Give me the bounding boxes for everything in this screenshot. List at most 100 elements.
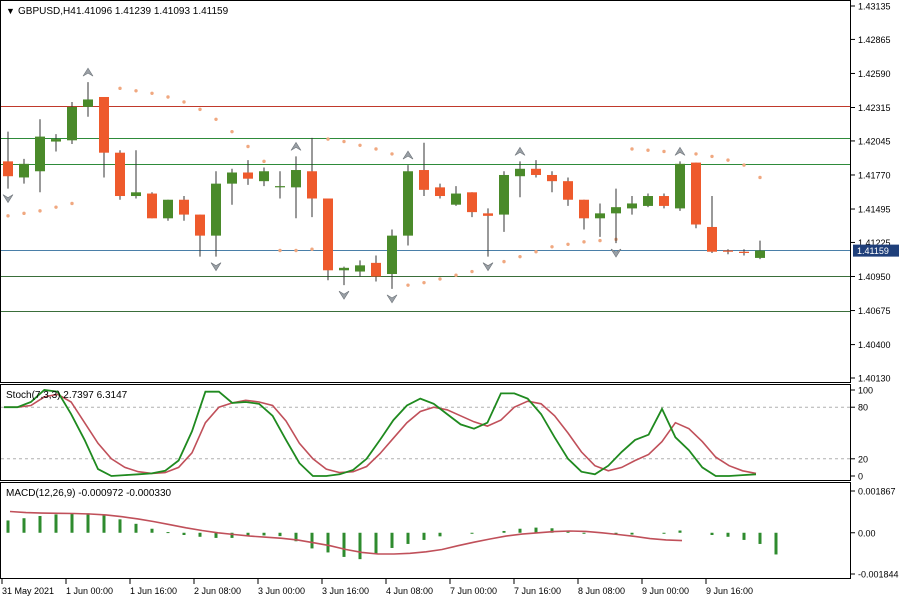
price-tick-label: 1.42590: [858, 69, 891, 79]
fractal-down-arrow: [482, 262, 494, 272]
price-panel[interactable]: [0, 0, 851, 383]
macd-panel[interactable]: [0, 482, 851, 579]
candle-body: [147, 193, 157, 219]
stoch-main-line: [4, 389, 757, 477]
candle: [531, 160, 541, 178]
candle-body: [387, 235, 397, 275]
candle-body: [227, 172, 237, 184]
macd-bar: [38, 515, 42, 533]
macd-histogram: [6, 510, 778, 560]
candle: [355, 260, 365, 277]
current-price-label: 1.41159: [857, 246, 889, 256]
candle: [547, 171, 557, 193]
macd-bar: [726, 532, 730, 537]
candle: [707, 196, 717, 253]
fractal-down-arrow: [610, 248, 622, 258]
candle-body: [355, 265, 365, 272]
sar-dot: [566, 242, 570, 247]
candle: [387, 229, 397, 289]
price-axis[interactable]: 1.43135 1.42865 1.42590 1.42315 1.42045 1.417…: [851, 2, 899, 384]
price-tick-label: 1.40400: [858, 340, 891, 350]
candle: [403, 165, 413, 246]
sar-dot: [294, 248, 298, 253]
candle: [275, 171, 285, 199]
price-tick-label: 1.40675: [858, 306, 891, 316]
chart-ohlc-values: 1.41096 1.41239 1.41093 1.41159: [76, 6, 229, 17]
fractal-up-arrow: [290, 141, 302, 151]
macd-bar: [166, 532, 170, 534]
macd-bar: [662, 532, 666, 534]
time-tick-label: 7 Jun 00:00: [450, 586, 497, 596]
stochastic-panel[interactable]: [0, 384, 851, 481]
sar-dot: [742, 163, 746, 167]
candle-body: [739, 251, 749, 253]
candle-body: [323, 198, 333, 271]
candle-body: [419, 170, 429, 190]
stochastic-axis: 100 80 20 0: [851, 386, 873, 482]
fractal-down-arrow: [386, 294, 398, 304]
stoch-tick-label: 20: [858, 454, 868, 464]
price-tick-label: 1.43135: [858, 2, 891, 12]
candle-body: [35, 136, 45, 172]
candle-body: [51, 139, 61, 142]
macd-bar: [438, 532, 442, 537]
macd-bar: [758, 532, 762, 544]
price-tick-label: 1.42315: [858, 103, 891, 113]
current-price-badge[interactable]: [853, 244, 899, 257]
candle: [19, 158, 29, 184]
macd-bar: [582, 532, 586, 534]
candle-body: [211, 183, 221, 236]
fractal-up-arrow: [674, 146, 686, 156]
sar-dot: [630, 147, 634, 151]
stochastic-title: Stoch(7,3,3) 2.7397 6.3147: [6, 390, 128, 401]
candle: [515, 161, 525, 198]
time-axis[interactable]: 31 May 2021 1 Jun 00:00 1 Jun 16:00 2 Jun 0…: [1, 579, 753, 596]
macd-bar: [6, 520, 10, 533]
sar-dot: [646, 148, 650, 152]
candle: [643, 193, 653, 208]
time-tick-label: 9 Jun 16:00: [706, 586, 753, 596]
sar-dot: [342, 139, 346, 144]
macd-signal-line: [9, 510, 683, 555]
candle: [627, 196, 637, 215]
price-tick-label: 1.41770: [858, 170, 891, 180]
candle-body: [83, 99, 93, 107]
candle-body: [67, 106, 77, 141]
candle: [451, 186, 461, 206]
chart-symbol-timeframe: GBPUSD,H4: [18, 6, 76, 17]
candle: [739, 249, 749, 256]
fractal-up-arrow: [514, 146, 526, 156]
stochastic-lines: [1, 389, 850, 477]
macd-bar: [182, 532, 186, 535]
chart-menu-icon[interactable]: ▼: [6, 6, 15, 16]
sar-dot: [230, 129, 234, 134]
candle: [611, 188, 621, 244]
time-tick-label: 4 Jun 08:00: [386, 586, 433, 596]
candle-body: [243, 172, 253, 179]
candle: [243, 160, 253, 185]
sar-dot: [726, 158, 730, 162]
fractals: [2, 67, 686, 304]
candle: [179, 196, 189, 221]
macd-bar: [134, 523, 138, 533]
macd-bar: [518, 528, 522, 533]
candlesticks: [3, 82, 765, 289]
candle-body: [563, 181, 573, 200]
candle-body: [451, 193, 461, 205]
macd-bar: [294, 532, 298, 542]
macd-bar: [774, 532, 778, 555]
macd-bar: [150, 528, 154, 533]
candle: [291, 156, 301, 219]
sar-dot: [694, 152, 698, 156]
candle-body: [515, 168, 525, 177]
macd-title: MACD(12,26,9) -0.000972 -0.000330: [6, 488, 172, 499]
candle-body: [627, 203, 637, 209]
sar-dot: [518, 254, 522, 259]
sar-dot: [214, 117, 218, 121]
macd-axis: 0.001867 0.00 -0.001844: [851, 487, 899, 580]
candle: [67, 101, 77, 145]
candle-body: [403, 171, 413, 236]
sar-dot: [54, 205, 58, 209]
